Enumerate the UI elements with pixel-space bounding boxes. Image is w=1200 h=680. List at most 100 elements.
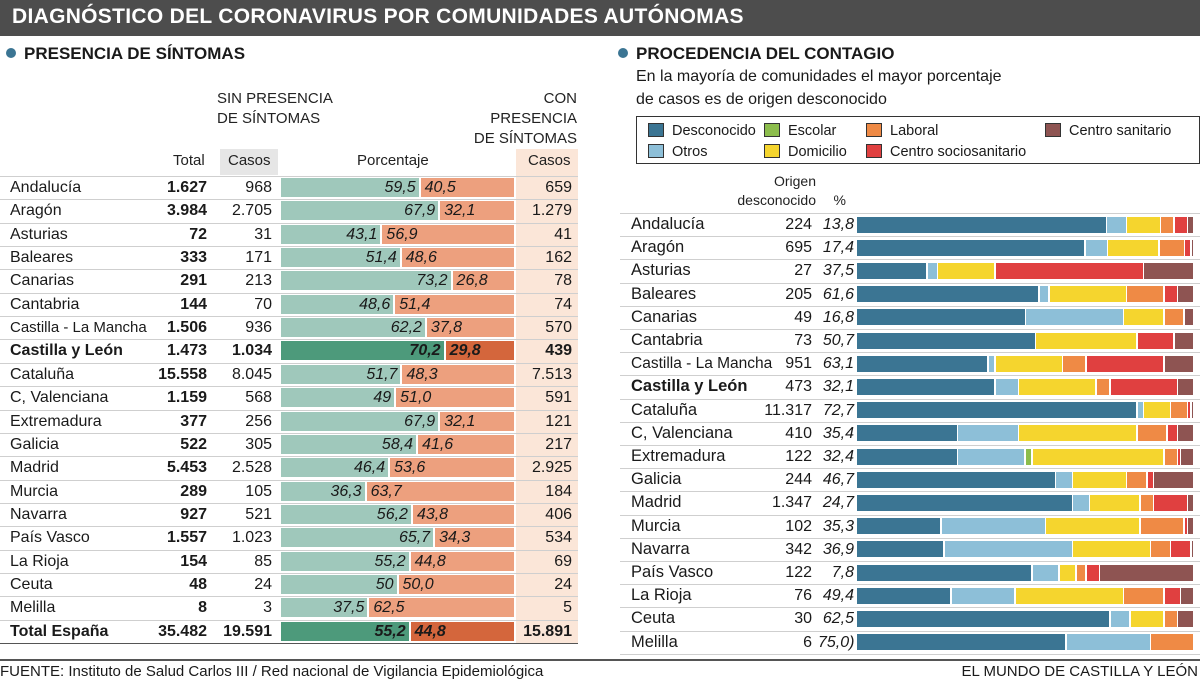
sin-casos-value: 968 — [245, 179, 272, 196]
bar-segment-domicilio — [938, 262, 995, 279]
con-casos-value: 15.891 — [523, 622, 572, 640]
sin-pct-bar — [281, 528, 434, 548]
row-divider — [0, 246, 578, 248]
sin-pct-bar — [281, 248, 400, 268]
bar-segment-otros — [1066, 634, 1150, 651]
row-divider — [620, 514, 1200, 516]
bar-segment-otros — [958, 425, 1018, 442]
row-divider — [620, 375, 1200, 377]
header-con-line2: DE SÍNTOMAS — [473, 130, 577, 147]
col-porcentaje-header: Porcentaje — [357, 152, 429, 169]
con-pct-label: 50,0 — [402, 575, 434, 593]
legend-swatch — [648, 123, 664, 137]
con-pct-bar — [440, 411, 514, 431]
origen-pct-value: 7,8 — [831, 564, 854, 581]
bar-segment-centro-sanitario — [1188, 518, 1194, 535]
sin-pct-bar — [281, 178, 419, 197]
bar-segment-desconocido — [857, 239, 1085, 256]
bar-segment-domicilio — [1015, 587, 1123, 604]
bar-segment-laboral — [1171, 402, 1187, 419]
con-pct-bar — [412, 504, 514, 524]
legend-label: Escolar — [788, 123, 837, 139]
sin-casos-value: 568 — [245, 389, 272, 407]
legend-label: Centro sociosanitario — [890, 144, 1027, 160]
row-divider — [0, 222, 578, 224]
region-name: Galicia — [631, 470, 682, 489]
origen-pct-value: 16,8 — [822, 308, 854, 326]
legend-item: Escolar — [764, 122, 836, 140]
sin-casos-value: 105 — [245, 482, 272, 500]
region-name: La Rioja — [631, 586, 692, 605]
total-value: 144 — [180, 295, 207, 313]
bar-segment-laboral — [1096, 378, 1109, 395]
page-title: DIAGNÓSTICO DEL CORONAVIRUS POR COMUNIDA… — [12, 5, 744, 28]
con-pct-label: 48,3 — [406, 365, 438, 383]
origen-pct-value: 37,5 — [822, 262, 854, 280]
total-value: 1.557 — [166, 529, 207, 547]
row-divider — [0, 199, 578, 201]
region-name: Andalucía — [631, 215, 705, 233]
row-divider — [0, 572, 578, 574]
bar-segment-centro-sociosanitario — [1178, 448, 1180, 465]
bar-segment-otros — [958, 448, 1025, 465]
sin-pct-label: 50 — [375, 575, 394, 593]
bar-segment-desconocido — [857, 541, 944, 558]
origen-desconocido-value: 30 — [794, 610, 812, 628]
bar-segment-domicilio — [1090, 494, 1140, 511]
row-divider — [0, 316, 578, 318]
total-value: 3.984 — [166, 202, 207, 220]
bar-segment-desconocido — [857, 610, 1109, 627]
row-divider — [0, 409, 578, 411]
bar-segment-desconocido — [857, 518, 940, 535]
con-pct-label: 32,1 — [444, 202, 476, 220]
bar-segment-otros — [995, 378, 1018, 395]
bar-segment-desconocido — [857, 587, 951, 604]
region-name: Melilla — [631, 632, 678, 651]
title-bar: DIAGNÓSTICO DEL CORONAVIRUS POR COMUNIDA… — [0, 0, 1200, 36]
bar-segment-laboral — [1151, 634, 1194, 651]
origen-pct-value: 24,7 — [822, 494, 854, 512]
con-pct-bar — [390, 458, 514, 478]
total-value: 1.473 — [166, 342, 207, 360]
bar-segment-centro-sanitario — [1178, 610, 1194, 627]
row-divider — [620, 468, 1200, 470]
total-value: 1.159 — [166, 389, 207, 407]
row-divider — [620, 584, 1200, 586]
region-name: Cantabria — [10, 295, 80, 313]
total-value: 927 — [180, 505, 207, 523]
origen-desconocido-value: 49 — [794, 308, 812, 326]
bar-segment-laboral — [1127, 286, 1164, 303]
origen-pct-value: 62,5 — [822, 610, 854, 628]
sin-pct-bar — [281, 434, 417, 454]
row-divider — [620, 537, 1200, 539]
con-pct-label: 43,8 — [416, 505, 449, 523]
bar-segment-otros — [951, 587, 1015, 604]
con-pct-label: 44,8 — [414, 622, 446, 640]
con-casos-value: 1.279 — [531, 202, 572, 220]
bar-segment-centro-sanitario — [1181, 587, 1194, 604]
region-name: Madrid — [631, 493, 682, 512]
row-divider — [0, 549, 578, 551]
con-pct-bar — [452, 271, 514, 291]
row-divider — [0, 502, 578, 504]
region-name: Castilla - La Mancha — [10, 319, 147, 337]
row-divider — [620, 561, 1200, 562]
bar-segment-centro-sociosanitario — [1188, 402, 1191, 419]
sin-casos-value: 305 — [245, 435, 272, 453]
origen-desconocido-value: 224 — [785, 216, 812, 233]
bar-segment-desconocido — [857, 332, 1035, 349]
con-pct-label: 41,6 — [422, 435, 454, 453]
row-divider — [620, 491, 1200, 493]
con-casos-value: 406 — [545, 505, 572, 523]
legend-swatch — [764, 123, 780, 137]
legend-swatch — [866, 123, 882, 137]
row-divider — [620, 236, 1200, 238]
sin-pct-bar — [281, 551, 409, 571]
con-pct-bar — [401, 248, 514, 268]
con-pct-bar — [398, 574, 514, 594]
sin-pct-label: 36,3 — [330, 482, 362, 500]
legend-item: Laboral — [866, 122, 938, 140]
bar-segment-centro-sociosanitario — [995, 262, 1143, 279]
bar-segment-centro-sociosanitario — [1171, 541, 1191, 558]
region-name: C, Valenciana — [631, 423, 733, 442]
